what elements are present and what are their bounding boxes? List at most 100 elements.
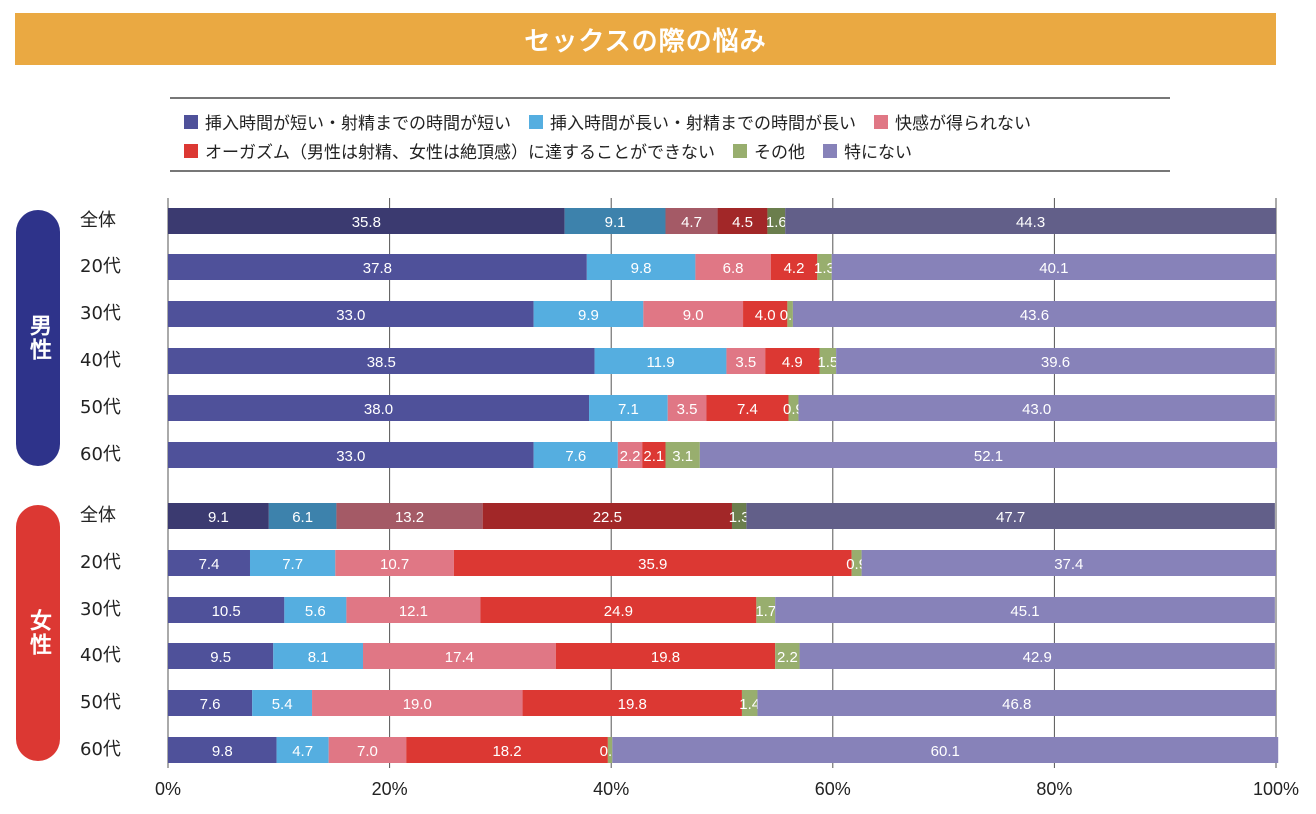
- data-label: 4.5: [732, 214, 753, 231]
- bar-segment: [767, 208, 786, 234]
- bar-segment: [741, 690, 758, 716]
- bar-segment: [699, 442, 1278, 468]
- data-label: 19.8: [651, 649, 680, 666]
- bar-row: 38.0 7.1 3.5 7.4 0.9 43.0: [168, 395, 1275, 421]
- bar-segment: [252, 690, 313, 716]
- data-label: 38.0: [364, 401, 393, 418]
- data-label: 9.8: [631, 260, 652, 277]
- bar-segment: [453, 550, 852, 576]
- data-label: 22.5: [593, 509, 622, 526]
- legend-item-long-time: 挿入時間が長い・射精までの時間が長い: [529, 109, 856, 134]
- bar-segment: [798, 395, 1275, 421]
- chart-title-bar: セックスの際の悩み: [15, 13, 1276, 65]
- data-label: 5.6: [305, 603, 326, 620]
- data-label: 18.2: [492, 743, 521, 760]
- data-label: 1.3: [729, 509, 750, 526]
- bar-segment: [665, 442, 700, 468]
- legend-label: 快感が得られない: [895, 114, 1031, 134]
- data-label: 37.8: [363, 260, 392, 277]
- row-label: 全体: [80, 505, 116, 526]
- data-label: 44.3: [1016, 214, 1045, 231]
- bar-row: 9.5 8.1 17.4 19.8 2.2 42.9: [168, 643, 1275, 669]
- chart-title: セックスの際の悩み: [524, 26, 767, 57]
- row-label: 30代: [80, 599, 121, 620]
- bar-segment: [363, 643, 556, 669]
- data-label: 4.9: [782, 354, 803, 371]
- row-label: 30代: [80, 303, 121, 324]
- bar-row: 9.1 6.1 13.2 22.5 1.3 47.7: [168, 503, 1275, 529]
- row-label: 20代: [80, 256, 121, 277]
- data-label: 10.7: [380, 556, 409, 573]
- bar-segment: [168, 690, 253, 716]
- bar-segment: [312, 690, 523, 716]
- x-tick-label: 100%: [1253, 779, 1299, 799]
- data-label: 4.7: [292, 743, 313, 760]
- legend-row-2: オーガズム（男性は射精、女性は絶頂感）に達することができない その他 特にない: [184, 136, 1156, 165]
- legend-item-no-pleasure: 快感が得られない: [874, 109, 1031, 134]
- data-label: 9.5: [210, 649, 231, 666]
- data-label: 33.0: [336, 307, 365, 324]
- bar-segment: [743, 301, 788, 327]
- x-tick-label: 40%: [593, 779, 629, 799]
- bar-segment: [836, 348, 1275, 374]
- data-label: 9.1: [208, 509, 229, 526]
- bar-segment: [168, 737, 277, 763]
- data-label: 42.9: [1023, 649, 1052, 666]
- bar-segment: [168, 643, 274, 669]
- legend-swatch: [529, 114, 543, 129]
- legend-swatch: [874, 114, 888, 129]
- bar-segment: [695, 254, 771, 280]
- bar-segment: [785, 208, 1276, 234]
- legend-item-short-time: 挿入時間が短い・射精までの時間が短い: [184, 109, 511, 134]
- legend-label: 挿入時間が長い・射精までの時間が長い: [550, 114, 856, 134]
- data-label: 7.4: [737, 401, 758, 418]
- data-label: 2.1: [643, 448, 664, 465]
- data-label: 10.5: [212, 603, 241, 620]
- group-label-female: 女性: [26, 609, 51, 657]
- data-label: 45.1: [1010, 603, 1039, 620]
- data-label: 46.8: [1002, 696, 1031, 713]
- x-tick-label: 0%: [155, 779, 181, 799]
- group-label-male: 男性: [26, 314, 51, 362]
- bar-segment: [765, 348, 820, 374]
- bar-segment: [168, 348, 595, 374]
- data-label: 33.0: [336, 448, 365, 465]
- bar-row: 35.8 9.1 4.7 4.5 1.6 44.3: [168, 208, 1276, 234]
- legend-item-none: 特にない: [823, 138, 912, 163]
- row-label: 40代: [80, 645, 121, 666]
- bar-segment: [788, 395, 799, 421]
- bar-row: 7.6 5.4 19.0 19.8 1.4 46.8: [168, 690, 1276, 716]
- bar-segment: [746, 503, 1275, 529]
- data-label: 7.7: [282, 556, 303, 573]
- legend-label: 特にない: [844, 143, 912, 163]
- data-label: 9.1: [605, 214, 626, 231]
- bar-segment: [817, 254, 832, 280]
- data-label: 2.2: [620, 448, 641, 465]
- legend-label: その他: [754, 143, 805, 163]
- data-label: 1.4: [739, 696, 760, 713]
- bar-segment: [831, 254, 1276, 280]
- bar-segment: [346, 597, 481, 623]
- data-label: 1.7: [755, 603, 776, 620]
- bar-row: 33.0 7.6 2.2 2.1 3.1 52.1: [168, 442, 1278, 468]
- bar-segment: [335, 550, 454, 576]
- row-label: 40代: [80, 350, 121, 371]
- bar-segment: [757, 690, 1276, 716]
- bar-segment: [168, 597, 285, 623]
- data-label: 39.6: [1041, 354, 1070, 371]
- x-tick-label: 80%: [1036, 779, 1072, 799]
- bar-segment: [851, 550, 862, 576]
- bar-row: 33.0 9.9 9.0 4.0 0.5 43.6: [168, 301, 1276, 327]
- bar-segment: [533, 301, 644, 327]
- data-label: 17.4: [445, 649, 474, 666]
- data-label: 9.0: [683, 307, 704, 324]
- row-label: 50代: [80, 692, 121, 713]
- bar-segment: [731, 503, 747, 529]
- data-label: 4.0: [755, 307, 776, 324]
- data-label: 19.8: [618, 696, 647, 713]
- bar-segment: [168, 208, 565, 234]
- bar-segment: [482, 503, 732, 529]
- bar-segment: [861, 550, 1276, 576]
- data-label: 3.1: [672, 448, 693, 465]
